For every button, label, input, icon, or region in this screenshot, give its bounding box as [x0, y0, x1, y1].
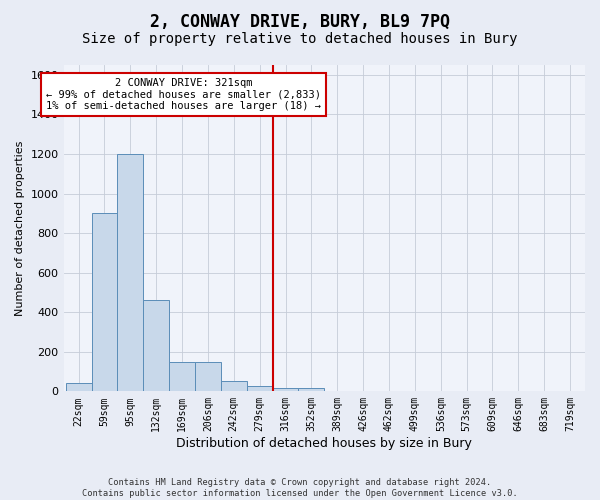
Text: Size of property relative to detached houses in Bury: Size of property relative to detached ho…: [82, 32, 518, 46]
Bar: [221, 382, 247, 392]
Bar: [247, 386, 273, 392]
Bar: [92, 214, 117, 392]
Text: 2, CONWAY DRIVE, BURY, BL9 7PQ: 2, CONWAY DRIVE, BURY, BL9 7PQ: [150, 12, 450, 30]
Y-axis label: Number of detached properties: Number of detached properties: [15, 140, 25, 316]
X-axis label: Distribution of detached houses by size in Bury: Distribution of detached houses by size …: [176, 437, 472, 450]
Text: 2 CONWAY DRIVE: 321sqm
← 99% of detached houses are smaller (2,833)
1% of semi-d: 2 CONWAY DRIVE: 321sqm ← 99% of detached…: [46, 78, 321, 112]
Bar: [273, 388, 298, 392]
Bar: [143, 300, 169, 392]
Bar: [196, 362, 221, 392]
Bar: [298, 388, 324, 392]
Bar: [65, 384, 92, 392]
Text: Contains HM Land Registry data © Crown copyright and database right 2024.
Contai: Contains HM Land Registry data © Crown c…: [82, 478, 518, 498]
Bar: [117, 154, 143, 392]
Bar: [169, 362, 196, 392]
